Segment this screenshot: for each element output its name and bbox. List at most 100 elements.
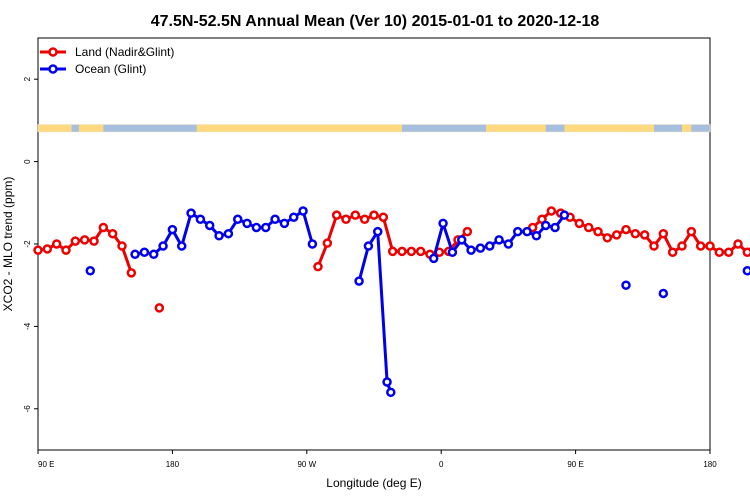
chart-title: 47.5N-52.5N Annual Mean (Ver 10) 2015-01… xyxy=(151,13,600,30)
y-axis-label: XCO2 - MLO trend (ppm) xyxy=(1,177,15,312)
data-point xyxy=(298,206,308,216)
x-tick-label: 90 W xyxy=(297,460,316,469)
plot-frame xyxy=(37,37,711,451)
series-land xyxy=(33,206,750,313)
data-point xyxy=(158,241,168,251)
legend-label-ocean: Ocean (Glint) xyxy=(75,62,146,76)
data-point xyxy=(621,280,631,290)
data-point xyxy=(447,247,458,257)
data-point xyxy=(559,210,570,220)
data-point xyxy=(331,210,342,220)
data-point xyxy=(251,222,262,233)
data-point xyxy=(462,226,473,237)
data-point xyxy=(621,224,631,235)
data-point xyxy=(705,241,715,251)
data-point xyxy=(611,230,622,240)
series-layer xyxy=(33,206,750,398)
y-axis: -6 -4 -2 0 2 xyxy=(23,76,38,412)
data-point xyxy=(475,243,486,253)
data-point xyxy=(386,387,396,398)
data-point xyxy=(98,222,109,233)
data-point xyxy=(406,246,417,257)
x-tick-label: 90 E xyxy=(38,460,54,469)
data-point xyxy=(677,241,687,251)
series-ocean xyxy=(85,206,750,398)
data-point xyxy=(70,236,81,246)
data-point xyxy=(574,218,585,229)
band-ocean xyxy=(545,124,565,132)
data-point xyxy=(89,236,99,246)
data-point xyxy=(354,276,364,286)
data-point xyxy=(593,226,603,237)
data-point xyxy=(42,244,53,254)
data-point xyxy=(602,233,613,243)
data-point xyxy=(363,241,374,251)
y-tick-label: -6 xyxy=(23,405,32,413)
data-point xyxy=(378,212,389,222)
data-point xyxy=(387,246,398,257)
data-point xyxy=(130,249,140,260)
data-point xyxy=(639,230,650,240)
data-point xyxy=(322,238,333,248)
data-point xyxy=(382,377,392,387)
data-point xyxy=(456,235,467,245)
data-point xyxy=(313,261,323,272)
data-point xyxy=(466,245,476,255)
data-point xyxy=(686,226,697,237)
legend-marker-land xyxy=(48,47,58,57)
data-point xyxy=(503,239,514,249)
data-point xyxy=(85,266,96,276)
data-point xyxy=(279,218,290,229)
y-tick-label: -2 xyxy=(23,240,32,248)
band-ocean xyxy=(103,124,197,132)
data-point xyxy=(167,224,178,235)
data-point xyxy=(531,231,542,241)
data-point xyxy=(484,241,495,251)
data-point xyxy=(176,241,187,251)
data-point xyxy=(117,241,127,251)
data-point xyxy=(415,246,426,257)
land-sea-band xyxy=(37,124,711,133)
data-point xyxy=(232,214,243,225)
data-point xyxy=(649,241,659,251)
data-point xyxy=(428,253,439,264)
data-point xyxy=(107,228,118,239)
data-point xyxy=(242,218,252,229)
data-point xyxy=(270,214,280,225)
data-point xyxy=(260,222,271,233)
series-line xyxy=(531,209,750,254)
data-point xyxy=(550,222,560,233)
legend-label-land: Land (Nadir&Glint) xyxy=(75,45,174,59)
data-point xyxy=(658,288,669,299)
y-tick-label: -4 xyxy=(23,322,32,330)
data-point xyxy=(372,226,383,237)
band-ocean xyxy=(691,124,710,132)
data-point xyxy=(79,235,90,245)
data-point xyxy=(658,228,669,239)
data-point xyxy=(288,212,299,222)
data-point xyxy=(214,231,224,241)
data-point xyxy=(494,235,504,245)
data-point xyxy=(546,206,557,216)
band-outline xyxy=(37,124,711,133)
band-land xyxy=(38,124,710,132)
y-tick-label: 0 xyxy=(23,159,32,164)
data-point xyxy=(307,239,318,249)
data-point xyxy=(51,239,62,249)
series-line xyxy=(357,230,393,393)
data-point xyxy=(742,247,750,257)
data-point xyxy=(397,246,407,257)
data-point xyxy=(695,241,706,251)
x-tick-label: 180 xyxy=(166,460,180,469)
data-point xyxy=(204,220,215,231)
data-point xyxy=(630,228,641,239)
data-point xyxy=(733,239,743,249)
data-point xyxy=(126,268,137,278)
band-ocean xyxy=(402,124,486,132)
legend: Land (Nadir&Glint) Ocean (Glint) xyxy=(40,45,174,76)
data-point xyxy=(742,266,750,276)
data-point xyxy=(512,226,523,237)
data-point xyxy=(522,226,532,237)
x-tick-label: 0 xyxy=(439,460,444,469)
